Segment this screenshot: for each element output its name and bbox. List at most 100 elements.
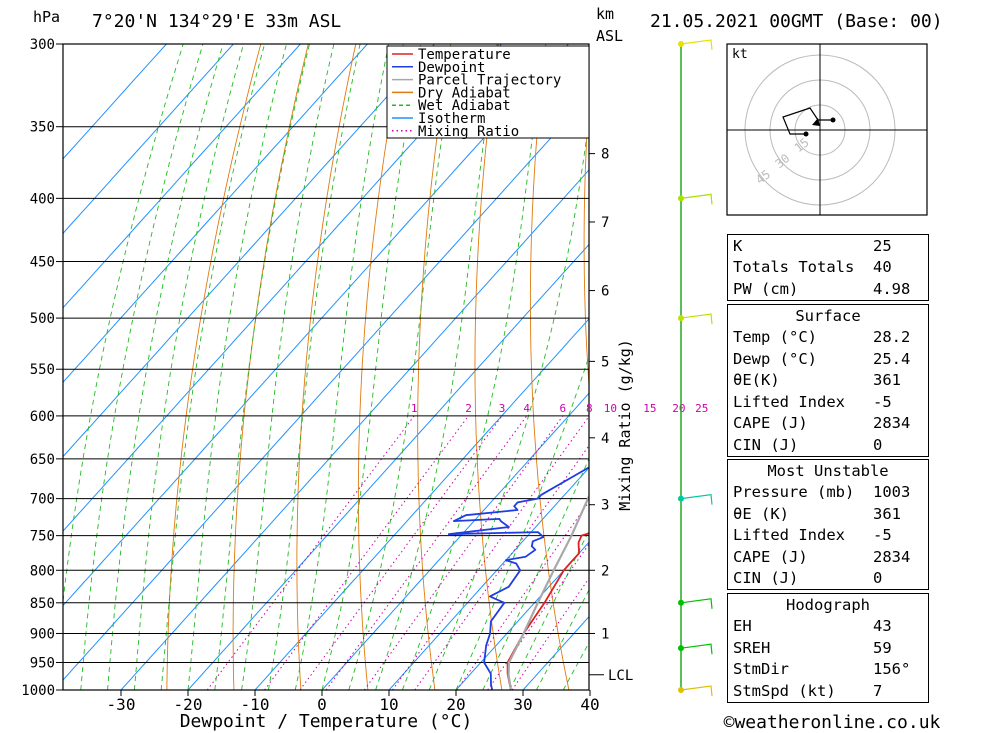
pressure-tick-label: 850 [30,596,55,612]
mixing-ratio-label: 4 [523,402,530,415]
lcl-label: LCL [608,668,633,684]
most-unstable-row: CIN (J) 0 [728,568,928,590]
height-tick-label: 8 [601,147,609,163]
mixing-ratio-label: 6 [559,402,566,415]
row-key: SREH [733,638,771,657]
height-tick-label: 4 [601,431,609,447]
temperature-tick-label: 40 [580,695,599,714]
wet-adiabat-line [348,44,457,690]
height-tick-label: 7 [601,215,609,231]
pressure-tick-label: 600 [30,409,55,425]
pressure-tick-label: 550 [30,362,55,378]
temperature-tick-label: -20 [174,695,203,714]
hodograph-point [803,131,809,137]
hodograph-table: Hodograph EH 43 SREH 59 StmDir 156° StmSpd … [727,593,929,703]
mixing-ratio-label: 1 [411,402,418,415]
height-tick-label: 1 [601,626,609,642]
pressure-unit-label: hPa [33,8,60,26]
dry-adiabat-line [926,44,1000,690]
dry-adiabat-line [973,44,1000,690]
legend-entry: Dewpoint [418,60,485,76]
legend-box [386,45,590,139]
datetime-title: 21.05.2021 00GMT (Base: 00) [650,11,943,32]
pressure-tick-label: 950 [30,655,55,671]
chart-series [447,466,589,690]
location-title: 7°20'N 134°29'E 33m ASL [92,11,341,32]
surface-row: CAPE (J) 2834 [728,413,928,435]
mixing-ratio-axis-title: Mixing Ratio (g/kg) [616,339,634,511]
row-value: 25 [873,236,892,255]
hodograph-storm-motion-marker [812,118,820,126]
row-value: 7 [873,681,883,700]
row-value: -5 [873,392,892,411]
mixing-ratio-label: 2 [465,402,472,415]
dry-adiabat-line [636,44,703,690]
wet-adiabat-line [401,44,545,690]
indices-row-totals: Totals Totals 40 [728,257,928,279]
series-parcel-trajectory [507,493,589,690]
row-key: θE(K) [733,371,780,390]
most-unstable-row: Lifted Index -5 [728,525,928,547]
row-value: 2834 [873,547,911,566]
row-key: Pressure (mb) [733,483,855,502]
hodograph-unit-label: kt [732,47,748,62]
isotherm-line [63,44,502,532]
row-key: Totals Totals [733,258,855,277]
row-value: 43 [873,617,892,636]
isotherm-line [63,44,569,607]
mixing-ratio-line [456,500,589,690]
wind-barb [680,193,713,205]
wet-adiabat-line [107,44,224,690]
row-value: 1003 [873,483,911,502]
row-value: 0 [873,569,883,588]
wet-adiabat-line [509,529,589,690]
row-value: 156° [873,660,911,679]
pressure-tick-label: 500 [30,311,55,327]
temperature-tick-label: -10 [241,695,270,714]
height-tick-label: 2 [601,563,609,579]
wind-barb [680,685,713,697]
hodograph-row: StmSpd (kt) 7 [728,680,928,702]
pressure-tick-label: 750 [30,529,55,545]
mixing-ratio-label: 10 [604,402,617,415]
mixing-ratio-line [325,415,528,690]
most-unstable-title: Most Unstable [767,461,889,480]
surface-row: Temp (°C) 28.2 [728,327,928,349]
pressure-tick-label: 300 [30,37,55,53]
most-unstable-row: Pressure (mb) 1003 [728,482,928,504]
isotherm-line [388,467,589,690]
row-value: 4.98 [873,279,911,298]
wet-adiabat-line [63,44,184,606]
row-value: 2834 [873,414,911,433]
wet-adiabat-line [214,44,310,690]
row-value: 28.2 [873,328,911,347]
row-value: 25.4 [873,349,911,368]
indices-row-pw: PW (cm) 4.98 [728,278,928,300]
pressure-tick-label: 800 [30,563,55,579]
wet-adiabat-line [160,44,266,690]
credit-footer: ©weatheronline.co.uk [724,712,941,733]
row-key: CAPE (J) [733,414,808,433]
pressure-tick-label: 1000 [21,683,55,699]
mixing-ratio-line [363,415,564,690]
most-unstable-table: Most Unstable Pressure (mb) 1003 θE (K) 36… [727,459,929,590]
wet-adiabat-line [375,44,498,690]
hodograph-row: StmDir 156° [728,659,928,681]
row-key: CIN (J) [733,435,799,454]
mixing-ratio-label: 20 [672,402,685,415]
row-key: StmSpd (kt) [733,681,836,700]
pressure-tick-label: 350 [30,120,55,136]
chart-axes: 1 2 3 4 6 8 10 15 20 2530035040045050055060065070… [21,37,708,714]
legend-entry: Temperature [418,47,511,63]
dry-adiabat-line [417,44,452,690]
mixing-ratio-label: 25 [695,402,708,415]
wet-adiabat-line [133,44,244,690]
row-key: K [733,236,743,255]
pressure-tick-label: 900 [30,626,55,642]
surface-table: Surface Temp (°C) 28.2 Dewp (°C) 25.4 θE(K… [727,304,929,457]
isotherm-line [187,243,589,690]
surface-row: θE(K) 361 [728,370,928,392]
row-value: 361 [873,371,901,390]
